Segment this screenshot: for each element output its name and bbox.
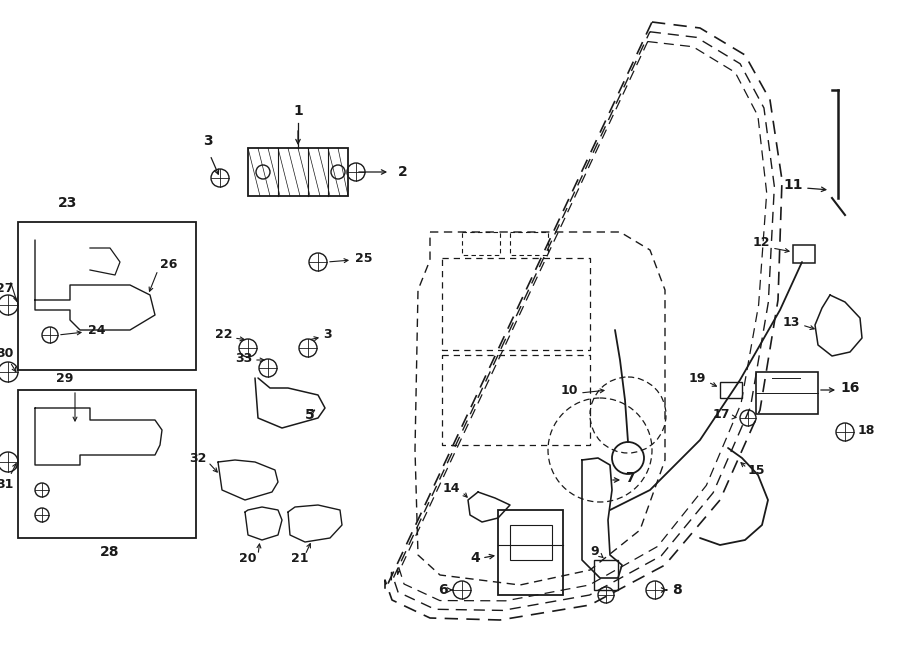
Text: 10: 10	[561, 383, 578, 397]
Text: 5: 5	[305, 408, 315, 422]
Text: 15: 15	[748, 463, 766, 477]
Bar	[18, 390, 196, 538]
Text: 32: 32	[190, 451, 207, 465]
Text: 21: 21	[292, 552, 309, 565]
Text: 18: 18	[858, 424, 876, 436]
Text: 25: 25	[355, 251, 373, 264]
Text: 29: 29	[57, 372, 74, 385]
Text: 33: 33	[235, 352, 252, 364]
Text: 8: 8	[672, 583, 682, 597]
Text: 24: 24	[88, 323, 105, 336]
Text: 3: 3	[203, 134, 212, 148]
Text: 20: 20	[239, 552, 256, 565]
Text: 19: 19	[688, 371, 706, 385]
Text: 27: 27	[0, 282, 14, 295]
Text: 17: 17	[713, 408, 730, 422]
Text: 14: 14	[443, 481, 460, 494]
Text: 28: 28	[100, 545, 120, 559]
Bar	[18, 222, 196, 370]
Text: 16: 16	[840, 381, 860, 395]
Text: 31: 31	[0, 478, 14, 491]
Text: 30: 30	[0, 347, 14, 360]
Text: 13: 13	[783, 315, 800, 329]
Text: 6: 6	[438, 583, 448, 597]
Bar	[793, 245, 815, 263]
Bar	[498, 510, 563, 595]
Text: 12: 12	[752, 235, 770, 249]
Bar	[248, 148, 348, 196]
Text: 22: 22	[214, 329, 232, 342]
Text: 11: 11	[784, 178, 803, 192]
Bar	[720, 382, 742, 398]
Text: 2: 2	[398, 165, 408, 179]
Text: 23: 23	[58, 196, 77, 210]
Text: 7: 7	[625, 471, 634, 485]
Text: 26: 26	[160, 258, 177, 272]
Bar	[756, 372, 818, 414]
Text: 3: 3	[323, 329, 331, 342]
Bar	[594, 560, 618, 590]
Text: 1: 1	[293, 104, 303, 118]
Text: 4: 4	[470, 551, 480, 565]
Bar	[510, 525, 552, 560]
Text: 9: 9	[590, 545, 599, 558]
